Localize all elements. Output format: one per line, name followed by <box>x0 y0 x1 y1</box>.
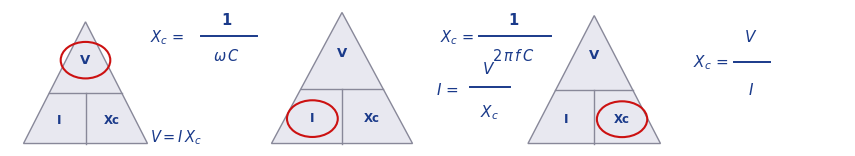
Text: V: V <box>80 54 91 67</box>
Text: 1: 1 <box>221 13 232 28</box>
Text: $I\,=$: $I\,=$ <box>436 83 459 98</box>
Text: $V$: $V$ <box>482 61 496 77</box>
Text: $V$: $V$ <box>744 29 758 45</box>
Polygon shape <box>272 12 413 144</box>
Text: I: I <box>310 112 315 125</box>
Text: V: V <box>589 49 599 62</box>
Text: $2\,\pi\,f\,C$: $2\,\pi\,f\,C$ <box>492 48 534 64</box>
Text: 1: 1 <box>508 13 518 28</box>
Text: V: V <box>337 47 347 60</box>
Polygon shape <box>24 22 147 144</box>
Text: $X_c\,=$: $X_c\,=$ <box>150 28 184 47</box>
Text: $I$: $I$ <box>747 83 754 98</box>
Text: $\omega\,C$: $\omega\,C$ <box>213 48 240 64</box>
Text: $X_c\,=$: $X_c\,=$ <box>440 28 475 47</box>
Text: $X_c$: $X_c$ <box>480 103 498 122</box>
Polygon shape <box>528 16 660 144</box>
Text: $V = I\,X_c$: $V = I\,X_c$ <box>150 128 202 147</box>
Text: Xc: Xc <box>614 113 630 126</box>
Text: Xc: Xc <box>103 114 120 127</box>
Text: I: I <box>564 113 569 126</box>
Text: Xc: Xc <box>363 112 380 125</box>
Text: I: I <box>57 114 62 127</box>
Text: $X_c\,=$: $X_c\,=$ <box>693 53 728 72</box>
